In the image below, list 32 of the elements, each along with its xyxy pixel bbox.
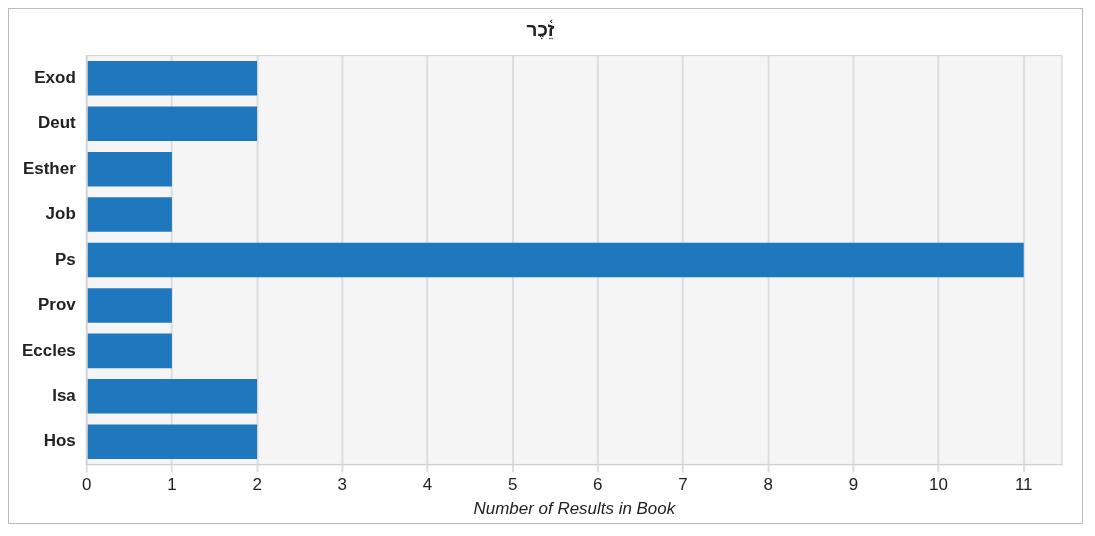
x-tick-label: 1 (167, 475, 177, 495)
bar (87, 333, 172, 369)
y-tick-label: Isa (52, 385, 77, 405)
x-tick-label: 9 (848, 475, 859, 495)
x-tick-label: 8 (763, 475, 773, 495)
x-tick-label: 4 (422, 475, 433, 495)
bar (87, 379, 258, 414)
bar (87, 106, 258, 142)
chart-title: זֵ֫כֶר (526, 18, 555, 40)
x-axis-title: Number of Results in Book (473, 498, 677, 518)
bar (87, 288, 172, 323)
x-tick-label: 5 (507, 475, 518, 495)
bar (87, 242, 1024, 278)
x-tick-label: 11 (1014, 475, 1033, 495)
x-tick-label: 7 (678, 475, 688, 495)
y-tick-label: Prov (38, 295, 77, 315)
y-tick-label: Esther (22, 158, 77, 178)
y-tick-label: Hos (43, 431, 76, 451)
y-tick-label: Job (45, 204, 76, 224)
x-tick-label: 10 (929, 475, 948, 495)
y-tick-label: Ps (55, 249, 76, 269)
x-tick-label: 6 (593, 475, 603, 495)
x-tick-label: 3 (337, 475, 347, 495)
bar (87, 197, 172, 232)
x-tick-label: 0 (82, 475, 92, 495)
y-tick-label: Exod (34, 68, 76, 87)
bar (87, 151, 172, 187)
x-tick-label: 2 (252, 475, 262, 495)
y-tick-label: Eccles (22, 340, 76, 360)
y-tick-label: Deut (38, 113, 77, 133)
bar (87, 61, 258, 96)
bar (87, 424, 258, 459)
